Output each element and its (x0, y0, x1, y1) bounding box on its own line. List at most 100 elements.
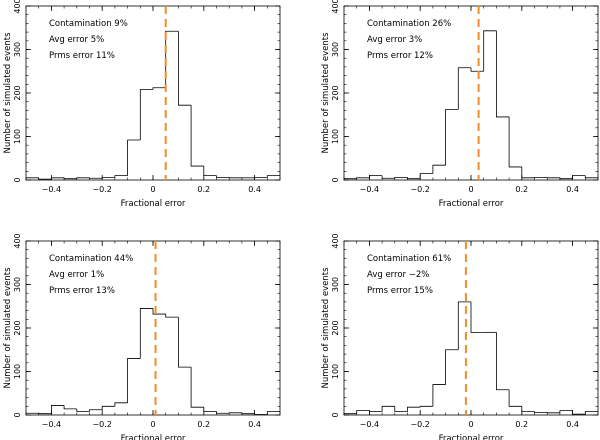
histogram-bin (483, 30, 497, 72)
y-tick-label: 300 (13, 42, 22, 57)
histogram-bin (407, 406, 421, 412)
histogram-bin (394, 406, 408, 412)
x-axis-label: Fractional error (439, 199, 504, 209)
histogram-bin (470, 67, 484, 72)
histogram-bin (25, 412, 39, 415)
histogram-bin (203, 407, 217, 412)
histogram-bin (445, 109, 459, 166)
y-tick-label: 200 (331, 85, 340, 100)
histogram-panel-3: −0.4 −0.2 0 0.2 0.4 0 100 200 300 400 Contaminatio… (3, 233, 281, 440)
annotation-line: Prms error 11% (49, 51, 115, 61)
histogram-bin (203, 166, 217, 177)
histogram-bin (356, 177, 370, 179)
histogram-bin (508, 389, 522, 407)
x-tick-label: −0.4 (360, 420, 379, 429)
histogram-bin (369, 175, 383, 178)
x-tick-label: −0.2 (410, 185, 429, 194)
y-axis-label: Number of simulated events (321, 267, 331, 389)
histogram-bin (266, 175, 280, 178)
x-tick-label: −0.2 (410, 420, 429, 429)
annotation-line: Avg error 1% (49, 270, 104, 280)
histogram-bin (152, 87, 166, 90)
x-tick-label: 0 (468, 420, 473, 429)
histogram-bin (216, 411, 230, 414)
x-tick-label: 0.4 (566, 185, 579, 194)
annotation-line: Contamination 44% (49, 254, 133, 264)
histogram-bin (496, 332, 510, 391)
histogram-bin (521, 166, 535, 179)
histogram-bin (584, 175, 598, 179)
y-tick-label: 0 (13, 412, 22, 417)
y-tick-label: 300 (331, 42, 340, 57)
annotation-line: Contamination 26% (367, 19, 451, 29)
y-tick-label: 400 (13, 233, 22, 248)
histogram-bin (381, 175, 395, 179)
y-tick-label: 100 (331, 364, 340, 379)
x-tick-label: −0.2 (92, 420, 111, 429)
histogram-bin (139, 308, 153, 359)
histogram-panel-4: −0.4 −0.2 0 0.2 0.4 0 100 200 300 400 Contaminatio… (321, 233, 599, 440)
x-tick-label: 0.4 (248, 185, 261, 194)
plot-frame (343, 5, 599, 181)
histogram-bin (407, 177, 421, 180)
y-axis-label: Number of simulated events (3, 32, 13, 154)
x-tick-label: 0 (150, 185, 155, 194)
plot-frame (25, 240, 281, 416)
histogram-bin (419, 173, 433, 179)
y-axis-label: Number of simulated events (321, 32, 331, 154)
histogram-bin (381, 405, 395, 412)
histogram-bin (343, 178, 357, 180)
histogram-bin (432, 164, 446, 174)
histogram-bin (572, 410, 586, 415)
x-tick-label: 0.4 (248, 420, 261, 429)
plot-frame (25, 5, 281, 181)
histogram-bin (254, 413, 268, 415)
annotation-line: Avg error 5% (49, 35, 104, 45)
histogram-bin (101, 405, 115, 410)
histogram-bin (38, 177, 52, 180)
histogram-bin (470, 301, 484, 333)
x-tick-label: −0.2 (92, 185, 111, 194)
x-axis-label: Fractional error (121, 434, 186, 440)
histogram-bin (584, 411, 598, 415)
histogram-bin (496, 30, 510, 118)
histogram-bin (508, 116, 522, 168)
histogram-bin (165, 314, 179, 318)
x-tick-label: 0 (150, 420, 155, 429)
histogram-bin (445, 349, 459, 385)
y-tick-label: 400 (13, 0, 22, 14)
histogram-bin (534, 411, 548, 413)
histogram-bin (51, 177, 65, 180)
histogram-panel-2: −0.4 −0.2 0 0.2 0.4 0 100 200 300 400 Contaminatio… (321, 0, 599, 209)
histogram-bin (190, 105, 204, 167)
histogram-bin (127, 139, 141, 176)
histogram-bin (432, 384, 446, 407)
histogram-bin (521, 406, 535, 412)
y-tick-label: 300 (331, 277, 340, 292)
x-axis-label: Fractional error (439, 434, 504, 440)
x-tick-label: −0.4 (42, 420, 61, 429)
x-tick-label: 0.2 (197, 185, 210, 194)
histogram-bin (114, 175, 128, 178)
x-tick-label: 0 (468, 185, 473, 194)
y-tick-label: 200 (13, 85, 22, 100)
histogram-bin (457, 301, 471, 350)
x-tick-label: −0.4 (42, 185, 61, 194)
annotation-line: Contamination 61% (367, 254, 451, 264)
histogram-bin (63, 177, 77, 180)
histogram-bin (369, 410, 383, 412)
histogram-bin (559, 410, 573, 413)
annotation-line: Prms error 15% (367, 286, 433, 296)
y-tick-label: 200 (13, 320, 22, 335)
histogram-bin (457, 67, 471, 110)
x-tick-label: 0.4 (566, 420, 579, 429)
histogram-bin (152, 308, 166, 315)
x-axis-label: Fractional error (121, 199, 186, 209)
y-tick-label: 0 (331, 412, 340, 417)
annotation-line: Avg error 3% (367, 35, 422, 45)
x-tick-label: 0.2 (197, 420, 210, 429)
histogram-bin (343, 413, 357, 415)
histogram-bin (266, 411, 280, 415)
histogram-bin (51, 405, 65, 414)
